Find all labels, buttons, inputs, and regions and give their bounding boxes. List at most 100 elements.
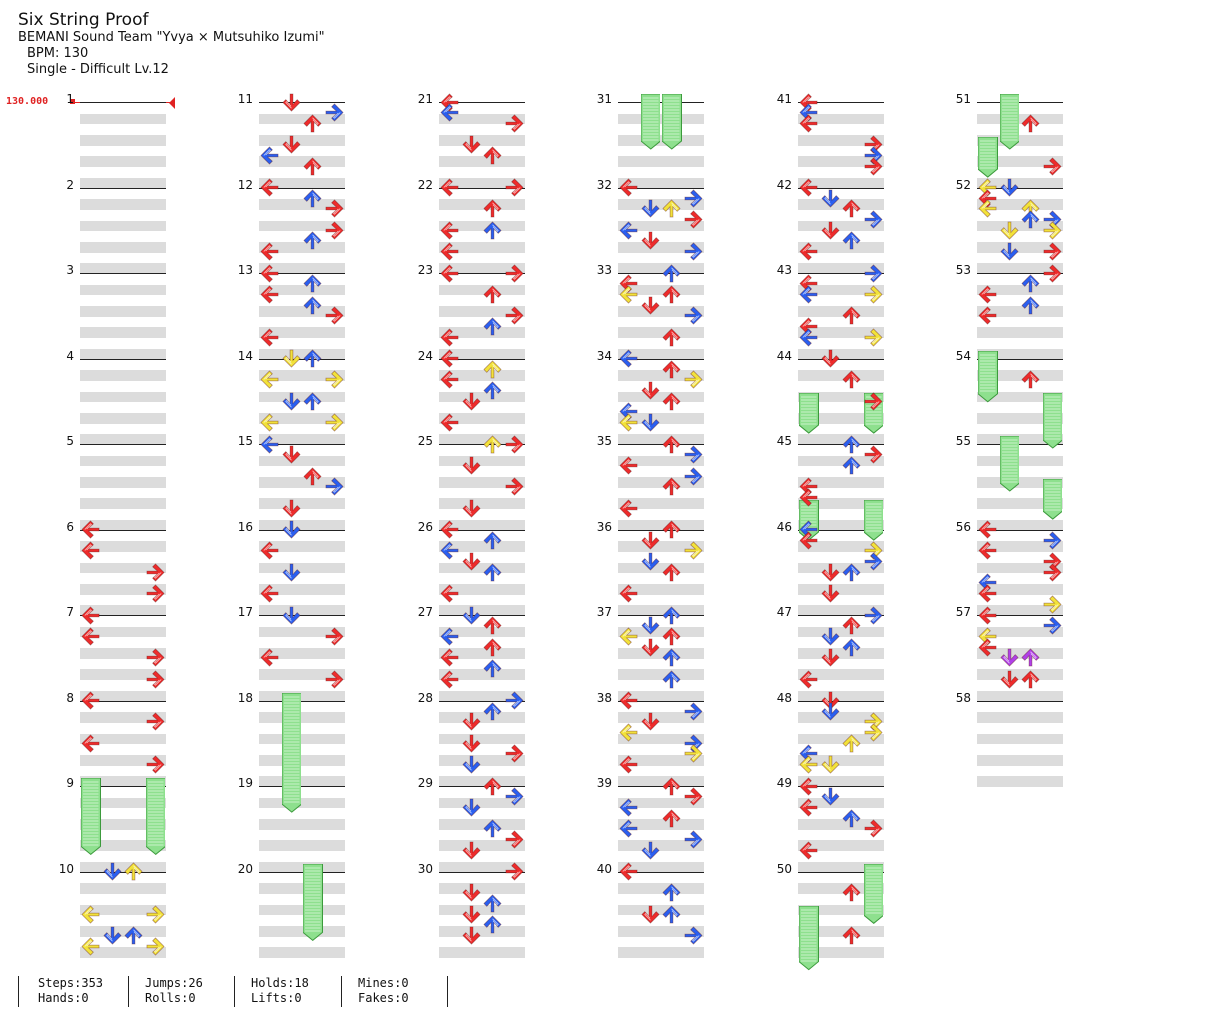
beat-band [80,904,166,916]
arrow-up-icon [1021,295,1040,314]
arrow-right-icon [864,285,883,304]
beat-band [618,156,704,168]
arrow-left-icon [799,103,818,122]
arrow-left-icon [799,531,818,550]
beat-band [618,177,704,189]
beat-band [618,412,704,424]
beat-band [977,241,1063,253]
arrow-right-icon [684,242,703,261]
measure-number: 33 [596,263,612,277]
measure-line [977,700,1063,702]
arrow-up-icon [842,199,861,218]
arrow-right-icon [146,648,165,667]
arrow-left-icon [978,637,997,657]
beat-band [798,477,884,488]
measure-number: 13 [237,263,253,277]
song-header: Six String Proof BEMANI Sound Team "Yvya… [18,10,325,78]
arrow-down-icon [821,189,840,208]
beat-band [259,177,345,189]
arrow-right-icon [684,445,703,464]
arrow-left-icon [799,242,818,261]
arrow-right-icon [505,434,524,454]
beat-band [80,348,166,360]
arrow-up-icon [483,531,502,550]
arrow-left-icon [81,541,100,560]
arrow-right-icon [146,755,165,774]
arrow-right-icon [325,477,344,496]
arrow-left-icon [440,328,459,347]
beat-band [259,797,345,809]
beat-band [259,583,345,595]
arrow-down-icon [1000,670,1019,689]
beat-band [80,733,166,745]
stats-divider [447,976,448,1007]
hold-note [640,94,660,150]
arrow-up-icon [483,434,502,453]
beat-band [439,498,525,510]
arrow-up-icon [303,274,322,293]
arrow-down-icon [641,413,660,432]
arrow-left-icon [799,178,818,197]
arrow-right-icon [684,787,703,806]
arrow-left-icon [260,263,279,283]
beat-band [977,220,1063,232]
arrow-up-icon [662,263,681,282]
measure-number: 21 [417,92,433,106]
measure-number: 37 [596,605,612,619]
beat-band [618,199,704,210]
beat-band [259,776,345,787]
measure-number: 54 [955,348,971,363]
beat-band [80,626,166,638]
beat-band [798,306,884,317]
arrow-left-icon [799,328,818,347]
beat-band [618,883,704,894]
beat-band [977,434,1063,445]
measure-line [618,444,704,445]
arrow-left-icon [81,937,100,956]
arrow-left-icon [799,317,818,336]
measure-line [259,358,345,360]
stat-holds: Holds:18 [251,976,309,990]
arrow-down-icon [821,702,840,721]
measure-line [259,615,345,616]
measure-number: 15 [237,434,253,448]
arrow-right-icon [1043,531,1062,550]
measure-number: 27 [417,605,433,619]
arrow-left-icon [440,413,459,432]
beat-band [618,861,704,873]
beat-band [798,284,884,296]
beat-band [618,562,704,574]
measure-line [798,871,884,873]
arrow-right-icon [684,189,703,208]
arrow-right-icon [684,702,703,721]
arrow-down-icon [641,531,660,550]
arrow-up-icon [662,670,681,689]
arrow-left-icon [978,178,997,197]
arrow-left-icon [619,456,638,475]
beat-band [977,477,1063,488]
measure-line [259,700,345,702]
arrow-left-icon [81,627,100,646]
measure-number: 56 [955,519,971,534]
beat-band [259,861,345,873]
measure-line [618,786,704,787]
arrow-left-icon [799,285,818,304]
measure-number: 43 [776,263,792,277]
stats-divider [234,976,235,1007]
song-bpm: BPM: 130 [27,46,89,61]
beat-band [259,498,345,510]
beat-band [618,391,704,403]
beat-band [259,135,345,146]
measure-line [618,615,704,616]
arrow-left-icon [619,691,638,710]
beat-band [977,455,1063,467]
arrow-down-icon [282,93,301,112]
arrow-down-icon [282,499,301,518]
beat-band [80,648,166,659]
measure-number: 18 [237,690,253,705]
arrow-down-icon [641,381,660,400]
arrow-down-icon [641,296,660,315]
arrow-up-icon [1021,210,1040,229]
arrow-left-icon [81,734,100,753]
beat-band [439,284,525,296]
